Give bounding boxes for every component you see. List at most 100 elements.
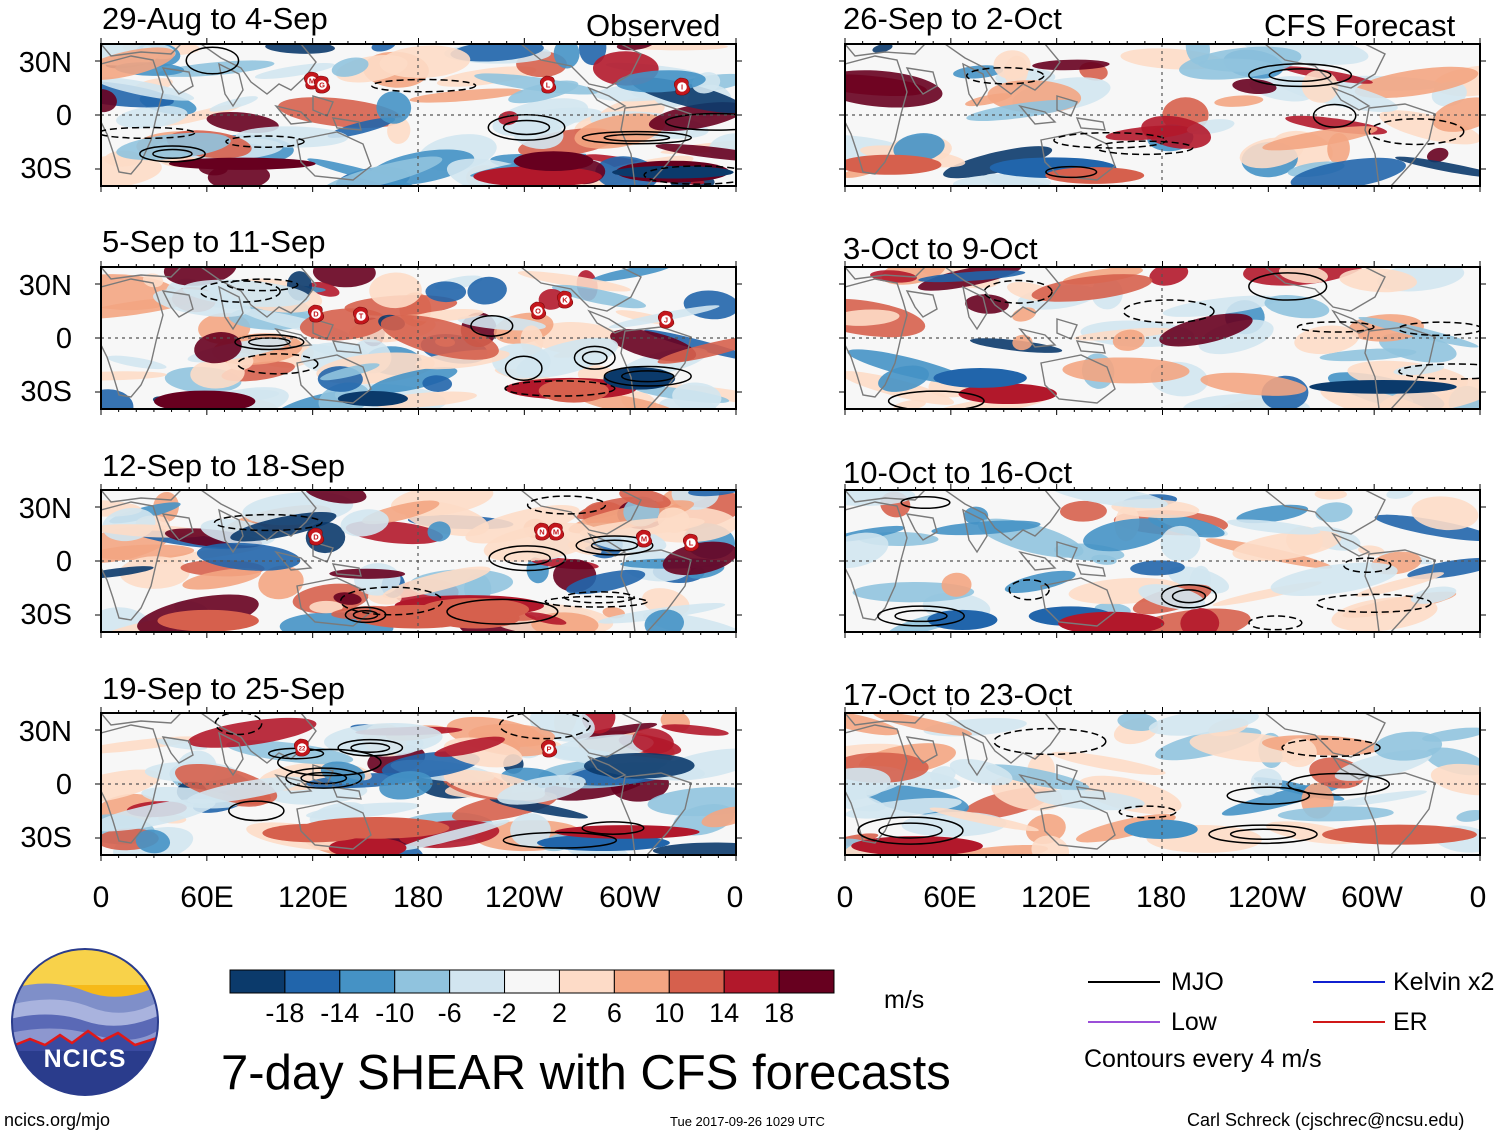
- storm-marker: L: [682, 533, 700, 552]
- shear-map: [839, 707, 1486, 861]
- lat-label-30n: 30N: [18, 270, 72, 302]
- svg-text:K: K: [562, 296, 568, 305]
- lat-label-eq: 0: [55, 100, 72, 132]
- colorbar-tick-label: 6: [606, 998, 622, 1028]
- legend-line-mjo: [1088, 981, 1160, 983]
- contour-note: Contours every 4 m/s: [1084, 1045, 1322, 1073]
- lon-label-180: 180: [1135, 881, 1187, 914]
- storm-marker: D: [307, 304, 325, 323]
- colorbar-tick-label: 18: [764, 998, 795, 1028]
- lon-label-0-end: 0: [726, 881, 744, 914]
- lon-label-180: 180: [392, 881, 444, 914]
- colorbar-swatch: [613, 969, 670, 994]
- svg-text:D: D: [313, 533, 319, 542]
- storm-marker: N: [533, 522, 551, 541]
- svg-text:22: 22: [299, 747, 306, 753]
- legend-line-kelvin: [1313, 981, 1385, 983]
- colorbar-tick-label: 2: [551, 998, 567, 1028]
- svg-text:P: P: [546, 745, 551, 754]
- lat-label-30s: 30S: [20, 599, 72, 631]
- shear-map: D T O K J: [95, 261, 742, 415]
- lon-label-120e: 120E: [277, 881, 349, 914]
- svg-text:J: J: [664, 316, 668, 325]
- svg-text:M: M: [641, 535, 647, 544]
- storm-marker: G: [313, 75, 331, 94]
- colorbar-swatch: [229, 969, 286, 994]
- lon-label-0-end: 0: [1469, 881, 1487, 914]
- storm-marker: M: [635, 529, 653, 548]
- colorbar-swatch: [668, 969, 725, 994]
- panel-title-obs-3: 12-Sep to 18-Sep: [102, 448, 346, 483]
- panel-title-fc-3: 10-Oct to 16-Oct: [843, 455, 1073, 490]
- shear-map: [839, 261, 1486, 415]
- logo-text: NCICS: [43, 1045, 127, 1073]
- lat-label-30n: 30N: [18, 716, 72, 748]
- storm-marker: 22: [293, 738, 311, 757]
- lat-label-30s: 30S: [20, 153, 72, 185]
- colorbar-tick-label: -10: [375, 998, 415, 1028]
- colorbar-swatch: [504, 969, 560, 994]
- lon-label-60w: 60W: [599, 881, 661, 914]
- storm-marker: K: [556, 290, 574, 309]
- lat-label-30s: 30S: [20, 376, 72, 408]
- colorbar-tick-label: -6: [437, 998, 462, 1028]
- panel-title-fc-4: 17-Oct to 23-Oct: [843, 677, 1073, 712]
- lat-label-30s: 30S: [20, 822, 72, 854]
- panel-title-obs-2: 5-Sep to 11-Sep: [102, 224, 326, 259]
- lon-label-60w: 60W: [1341, 881, 1403, 914]
- lon-label-60e: 60E: [180, 881, 234, 914]
- lon-label-0: 0: [92, 881, 110, 914]
- legend-label-mjo: MJO: [1171, 968, 1224, 996]
- legend-label-er: ER: [1393, 1008, 1428, 1036]
- colorbar-swatch: [394, 969, 451, 994]
- legend-label-low: Low: [1171, 1008, 1217, 1036]
- storm-marker: I: [673, 77, 691, 96]
- timestamp: Tue 2017-09-26 1029 UTC: [670, 1114, 825, 1129]
- colorbar-tick-label: -18: [265, 998, 305, 1028]
- panel-title-obs-4: 19-Sep to 25-Sep: [102, 671, 346, 706]
- colorbar-tick-label: -14: [320, 998, 360, 1028]
- legend-line-low: [1088, 1021, 1160, 1023]
- colorbar-swatch: [558, 969, 615, 994]
- colorbar-swatch: [723, 969, 780, 994]
- storm-marker: T: [352, 306, 370, 325]
- forecast-label: CFS Forecast: [1264, 8, 1456, 43]
- colorbar-swatch: [449, 969, 506, 994]
- lat-label-eq: 0: [55, 546, 72, 578]
- storm-marker: D: [307, 527, 325, 546]
- svg-text:L: L: [689, 539, 694, 548]
- panel-title-fc-2: 3-Oct to 9-Oct: [843, 231, 1038, 266]
- colorbar-swatch: [284, 969, 341, 994]
- lat-label-30n: 30N: [18, 47, 72, 79]
- colorbar-tick-label: -2: [492, 998, 517, 1028]
- legend-label-kelvin: Kelvin x2: [1393, 968, 1495, 996]
- lon-label-120e: 120E: [1020, 881, 1092, 914]
- colorbar-tick-label: 10: [654, 998, 685, 1028]
- svg-text:M: M: [309, 77, 315, 86]
- lat-label-30n: 30N: [18, 493, 72, 525]
- colorbar-swatch: [339, 969, 396, 994]
- units-label: m/s: [884, 986, 925, 1014]
- panel-title-obs-1: 29-Aug to 4-Sep: [102, 1, 328, 36]
- lon-label-60e: 60E: [923, 881, 977, 914]
- storm-marker: L: [539, 75, 557, 94]
- storm-marker: M: [547, 522, 565, 541]
- lat-label-eq: 0: [55, 769, 72, 801]
- colorbar-swatch: [778, 969, 835, 994]
- colorbar-tick-label: 14: [709, 998, 740, 1028]
- svg-text:I: I: [681, 83, 683, 92]
- lat-label-eq: 0: [55, 323, 72, 355]
- lon-label-0: 0: [836, 881, 854, 914]
- storm-marker: J: [657, 310, 675, 329]
- lon-label-120w: 120W: [484, 881, 564, 914]
- svg-text:G: G: [319, 81, 325, 90]
- ncics-logo: [11, 948, 159, 1096]
- source-url[interactable]: ncics.org/mjo: [4, 1110, 111, 1130]
- lon-label-120w: 120W: [1227, 881, 1307, 914]
- storm-marker: O: [529, 301, 547, 320]
- svg-text:O: O: [535, 307, 541, 316]
- observed-label: Observed: [586, 8, 721, 43]
- shear-map: 22 P: [95, 707, 742, 861]
- legend-line-er: [1313, 1021, 1385, 1023]
